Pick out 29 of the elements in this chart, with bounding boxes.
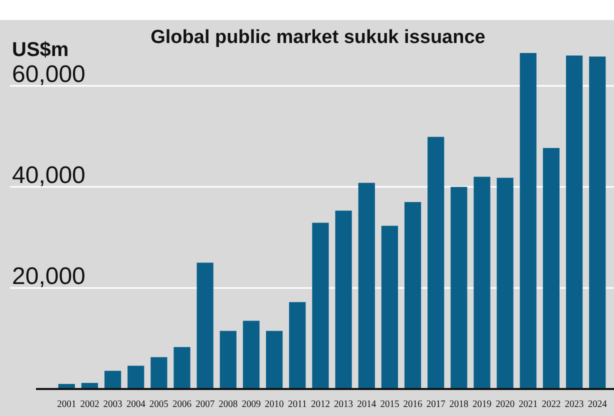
- x-tick-label: 2004: [126, 399, 146, 410]
- x-tick-label: 2007: [196, 399, 216, 410]
- x-tick-label: 2021: [518, 399, 539, 410]
- x-tick-label: 2015: [380, 399, 400, 410]
- x-tick-label: 2001: [57, 399, 78, 410]
- x-tick-label: 2002: [80, 399, 100, 410]
- x-tick-label: 2008: [218, 399, 239, 410]
- x-tick-label: 2005: [149, 399, 170, 410]
- x-tick-label: 2006: [172, 399, 192, 410]
- chart-title: Global public market sukuk issuance: [150, 27, 486, 48]
- y-tick-label: 20,000: [12, 262, 86, 290]
- x-tick-label: 2014: [357, 399, 378, 410]
- x-tick-label: 2017: [426, 399, 446, 410]
- y-axis-title: US$m: [12, 39, 69, 61]
- y-tick-label: 60,000: [12, 60, 86, 88]
- x-tick-label: 2012: [310, 399, 331, 410]
- x-tick-label: 2011: [288, 399, 308, 410]
- x-tick-label: 2019: [472, 399, 492, 410]
- y-tick-label: 40,000: [12, 162, 86, 189]
- x-tick-label: 2023: [564, 399, 585, 410]
- x-tick-label: 2010: [264, 399, 285, 410]
- x-tick-label: 2020: [496, 399, 516, 410]
- x-tick-label: 2013: [334, 399, 354, 410]
- x-tick-label: 2018: [449, 399, 470, 410]
- x-tick-label: 2016: [403, 399, 424, 410]
- x-tick-label: 2024: [588, 399, 608, 410]
- x-tick-label: 2009: [242, 399, 262, 410]
- x-tick-label: 2022: [542, 399, 562, 410]
- x-tick-label: 2003: [103, 399, 124, 410]
